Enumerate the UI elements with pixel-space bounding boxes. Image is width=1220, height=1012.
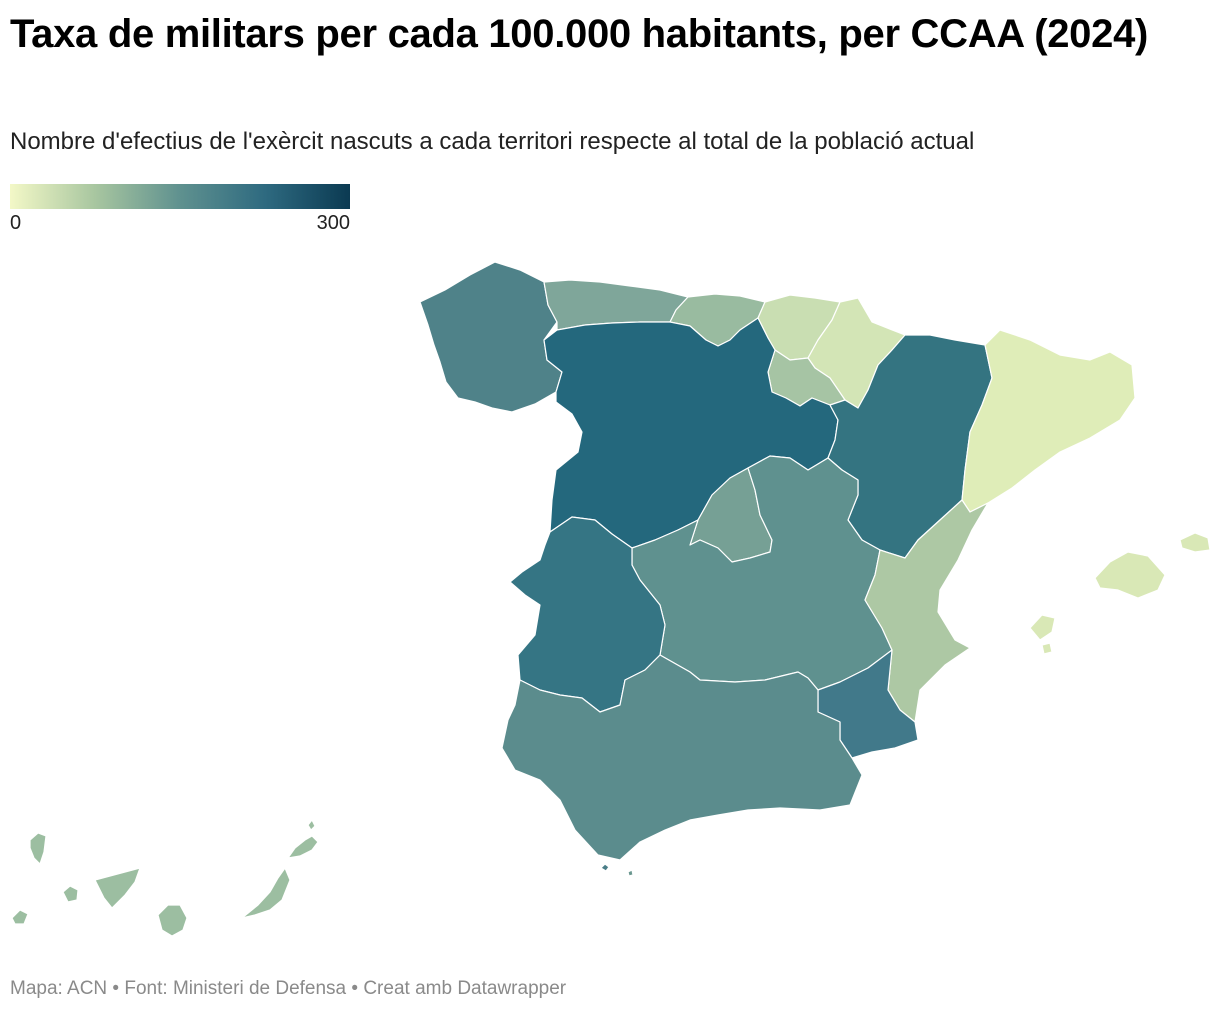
source-footer: Mapa: ACN • Font: Ministeri de Defensa •… [10, 978, 567, 999]
region-galicia[interactable] [419, 261, 563, 413]
map-subtitle: Nombre d'efectius de l'exèrcit nascuts a… [10, 128, 975, 155]
region-catalunya[interactable] [961, 329, 1136, 513]
legend-gradient-bar [10, 184, 350, 209]
region-illes-balears[interactable] [1029, 532, 1211, 655]
region-melilla[interactable] [627, 869, 634, 877]
region-andalusia[interactable] [501, 654, 863, 861]
map-title: Taxa de militars per cada 100.000 habita… [10, 12, 1149, 56]
region-ceuta[interactable] [600, 863, 610, 872]
legend-labels: 0 300 [10, 209, 350, 235]
legend-min-label: 0 [10, 212, 22, 234]
legend-max-label: 300 [316, 212, 350, 234]
region-canaries[interactable] [11, 819, 319, 937]
color-legend: 0 300 [10, 184, 350, 235]
